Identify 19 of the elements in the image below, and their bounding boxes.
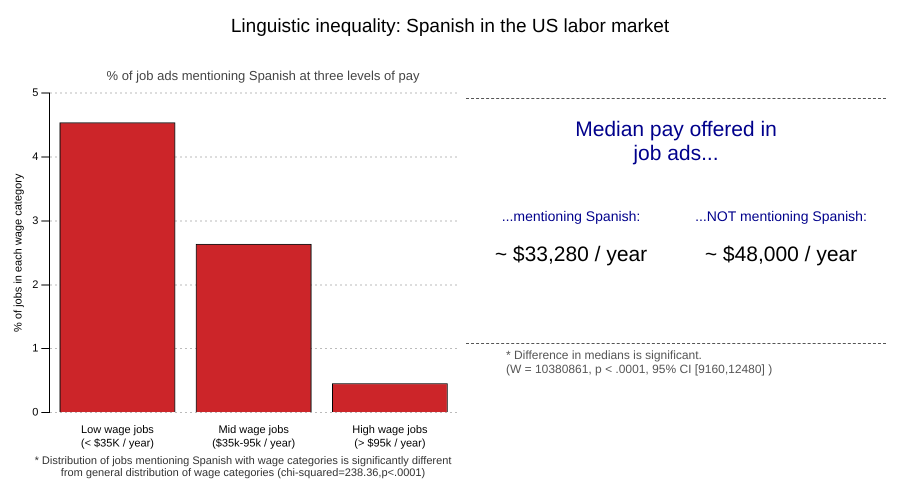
text: ~ $48,000 / year xyxy=(704,243,858,267)
y-tick-label: 0 xyxy=(32,406,38,419)
y-tick-label: 2 xyxy=(32,278,38,291)
text: Median pay offered in job ads... xyxy=(574,118,778,166)
chart-subtitle: % of job ads mentioning Spanish at three levels of pay xyxy=(106,68,420,83)
text: ...mentioning Spanish: xyxy=(500,208,642,224)
x-tick-label: Low wage jobs (< $35K / year) xyxy=(80,424,154,450)
x-tick-label: High wage jobs (> $95k / year) xyxy=(352,424,428,450)
y-tick-label: 4 xyxy=(32,150,38,163)
y-tick-label: 5 xyxy=(32,87,38,100)
text: ~ $33,280 / year xyxy=(494,243,648,267)
y-tick-label: 1 xyxy=(32,342,38,355)
text: * Distribution of jobs mentioning Spanish with wage categories is significantly different from general distribution of wage categories (chi-squared=238.36,p<.0001) xyxy=(34,455,452,479)
text: * Difference in medians is significant. (W = 10380861, p < .0001, 95% CI [9160,12480] ) xyxy=(506,348,774,376)
text: ...NOT mentioning Spanish: xyxy=(694,208,868,224)
chart-title: Linguistic inequality: Spanish in the US labor market xyxy=(230,16,670,38)
y-axis-title: % of jobs in each wage category xyxy=(12,173,25,332)
y-tick-label: 3 xyxy=(32,214,38,227)
x-tick-label: Mid wage jobs ($35k-95k / year) xyxy=(212,424,296,450)
